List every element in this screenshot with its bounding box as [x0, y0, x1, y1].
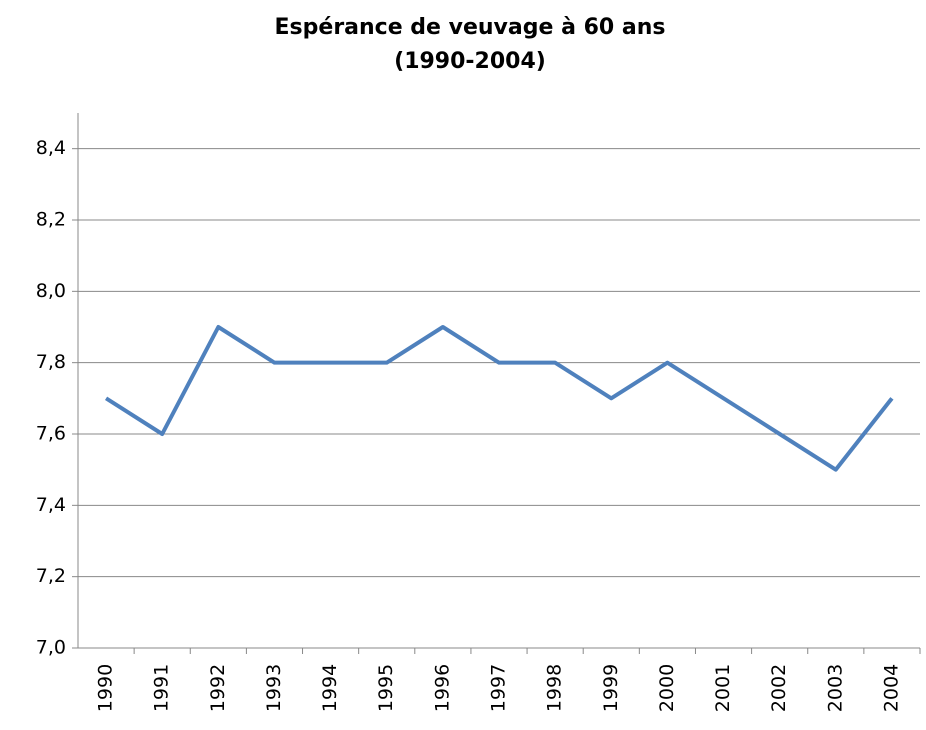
x-tick-label: 2003: [824, 664, 846, 712]
x-tick-label: 1996: [431, 664, 453, 712]
x-tick-label: 1998: [544, 664, 566, 712]
chart-title: Espérance de veuvage à 60 ans: [275, 15, 666, 40]
x-tick-label: 2001: [712, 664, 734, 712]
x-tick-label: 1995: [375, 664, 397, 712]
x-tick-label: 1997: [488, 664, 510, 712]
x-tick-label: 1993: [263, 664, 285, 712]
x-tick-label: 2004: [880, 664, 902, 712]
x-tick-label: 1994: [319, 664, 341, 712]
y-tick-label: 7,0: [36, 637, 66, 659]
y-tick-label: 8,0: [36, 280, 66, 302]
x-tick-label: 2000: [656, 664, 678, 712]
x-tick-label: 1999: [600, 664, 622, 712]
y-tick-label: 7,2: [36, 565, 66, 587]
line-series: [104, 325, 894, 472]
y-tick-label: 7,4: [36, 494, 66, 516]
x-tick-label: 1990: [95, 664, 117, 712]
chart-subtitle: (1990-2004): [394, 49, 546, 74]
x-tick-label: 1991: [151, 664, 173, 712]
y-tick-label: 7,8: [36, 351, 66, 373]
x-tick-label: 1992: [207, 664, 229, 712]
x-tick-label: 2002: [768, 664, 790, 712]
y-tick-label: 8,4: [36, 137, 66, 159]
y-tick-label: 7,6: [36, 423, 66, 445]
y-tick-label: 8,2: [36, 209, 66, 231]
